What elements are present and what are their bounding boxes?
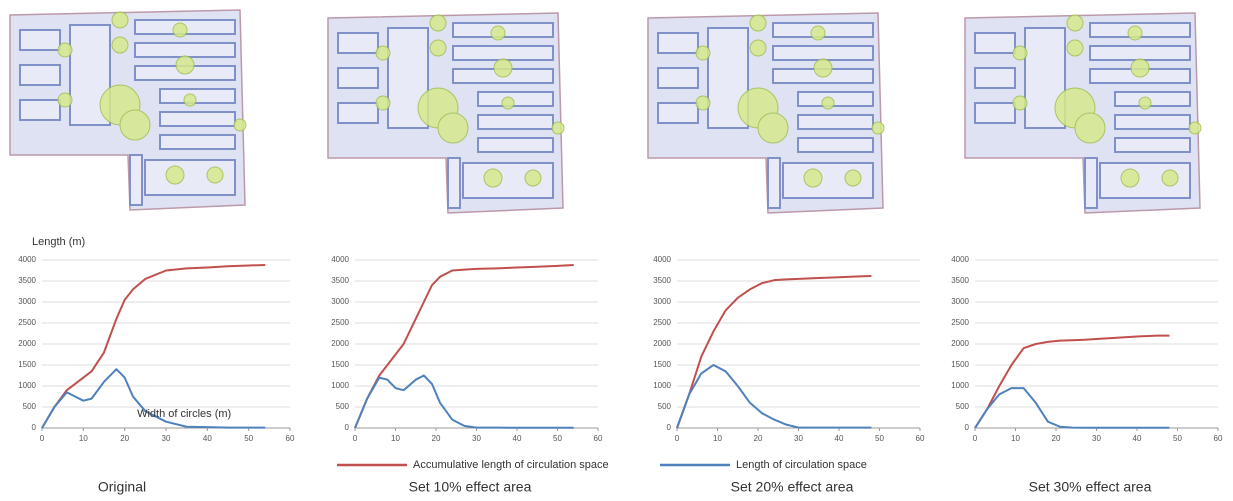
x-tick-label: 30 [472, 434, 481, 443]
y-tick-label: 2000 [653, 339, 671, 348]
y-tick-label: 4000 [951, 255, 969, 264]
y-tick-label: 2000 [331, 339, 349, 348]
y-tick-label: 2500 [653, 318, 671, 327]
layout-map [647, 12, 885, 214]
x-tick-label: 10 [713, 434, 722, 443]
y-tick-label: 4000 [331, 255, 349, 264]
y-tick-label: 3500 [951, 276, 969, 285]
y-tick-label: 3500 [653, 276, 671, 285]
x-tick-label: 10 [79, 434, 88, 443]
x-tick-label: 50 [553, 434, 562, 443]
data-line [354, 264, 574, 429]
y-tick-label: 1500 [18, 360, 36, 369]
x-tick-label: 40 [835, 434, 844, 443]
chart-caption: Set 20% effect area [731, 479, 854, 495]
y-tick-label: 3000 [653, 297, 671, 306]
x-tick-label: 20 [1052, 434, 1061, 443]
x-tick-label: 0 [675, 434, 680, 443]
y-tick-label: 4000 [653, 255, 671, 264]
y-tick-label: 500 [336, 402, 350, 411]
y-tick-label: 1500 [331, 360, 349, 369]
x-tick-label: 20 [432, 434, 441, 443]
x-tick-label: 60 [1214, 434, 1223, 443]
y-tick-label: 3500 [18, 276, 36, 285]
y-tick-label: 3000 [951, 297, 969, 306]
x-tick-label: 60 [286, 434, 295, 443]
y-tick-label: 1000 [951, 381, 969, 390]
y-tick-label: 1000 [18, 381, 36, 390]
x-tick-label: 20 [754, 434, 763, 443]
x-tick-label: 40 [203, 434, 212, 443]
chart-caption: Set 10% effect area [409, 479, 532, 495]
data-line [41, 264, 266, 429]
layout-map [9, 9, 247, 211]
data-line [354, 374, 574, 429]
x-tick-label: 40 [513, 434, 522, 443]
y-tick-label: 0 [345, 423, 350, 432]
x-tick-label: 60 [594, 434, 603, 443]
x-tick-label: 30 [794, 434, 803, 443]
y-tick-label: 1500 [951, 360, 969, 369]
y-tick-label: 1500 [653, 360, 671, 369]
x-tick-label: 0 [353, 434, 358, 443]
x-tick-label: 50 [244, 434, 253, 443]
x-tick-label: 10 [1011, 434, 1020, 443]
x-axis-title: Width of circles (m) [137, 408, 231, 420]
y-tick-label: 3000 [18, 297, 36, 306]
data-line [41, 368, 266, 429]
x-tick-label: 50 [1173, 434, 1182, 443]
y-tick-label: 3000 [331, 297, 349, 306]
chart-caption: Original [98, 479, 146, 495]
y-tick-label: 0 [667, 423, 672, 432]
x-tick-label: 0 [973, 434, 978, 443]
layout-map [964, 12, 1202, 214]
y-tick-label: 2500 [18, 318, 36, 327]
legend-label: Accumulative length of circulation space [413, 459, 609, 471]
legend-label: Length of circulation space [736, 459, 867, 471]
x-tick-label: 10 [391, 434, 400, 443]
x-tick-label: 30 [162, 434, 171, 443]
y-tick-label: 2000 [951, 339, 969, 348]
x-tick-label: 0 [40, 434, 45, 443]
x-tick-label: 60 [916, 434, 925, 443]
y-tick-label: 1000 [653, 381, 671, 390]
data-line [676, 364, 872, 429]
y-tick-label: 2500 [331, 318, 349, 327]
data-line [974, 334, 1170, 429]
x-tick-label: 40 [1133, 434, 1142, 443]
layout-map [327, 12, 565, 214]
y-tick-label: 2500 [951, 318, 969, 327]
chart-caption: Set 30% effect area [1029, 479, 1152, 495]
y-tick-label: 500 [658, 402, 672, 411]
y-axis-title: Length (m) [32, 236, 85, 248]
data-line [676, 274, 872, 429]
x-tick-label: 30 [1092, 434, 1101, 443]
y-tick-label: 500 [956, 402, 970, 411]
y-tick-label: 4000 [18, 255, 36, 264]
y-tick-label: 1000 [331, 381, 349, 390]
y-tick-label: 0 [32, 423, 37, 432]
y-tick-label: 2000 [18, 339, 36, 348]
data-line [974, 387, 1170, 429]
x-tick-label: 50 [875, 434, 884, 443]
y-tick-label: 500 [23, 402, 37, 411]
y-tick-label: 0 [965, 423, 970, 432]
x-tick-label: 20 [120, 434, 129, 443]
y-tick-label: 3500 [331, 276, 349, 285]
